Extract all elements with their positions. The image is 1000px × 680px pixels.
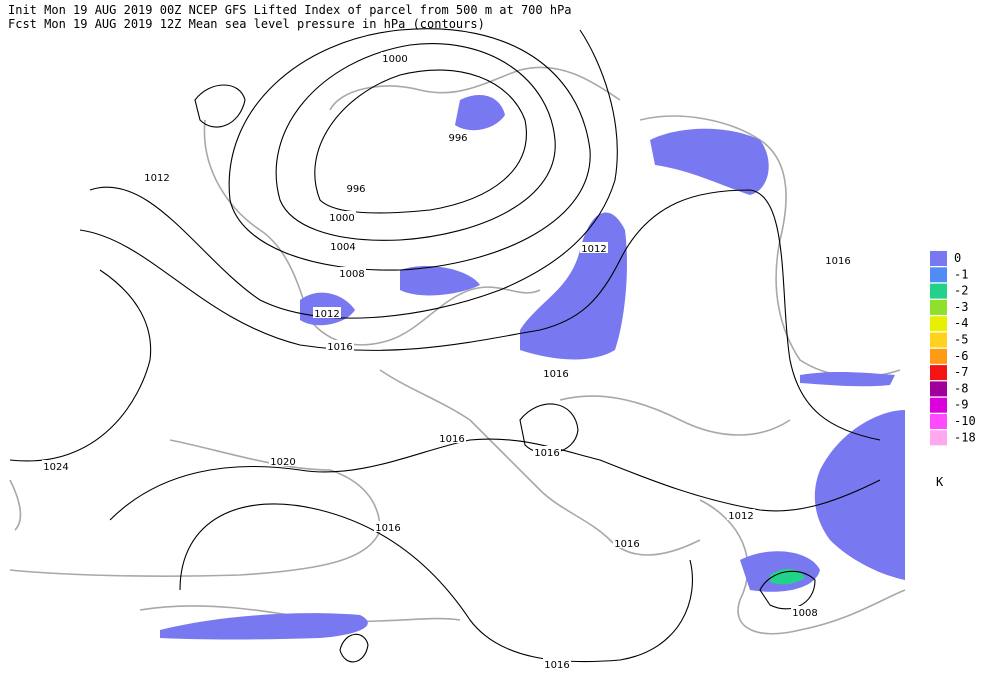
- legend-label: -6: [954, 349, 968, 363]
- label-bg: [42, 460, 70, 471]
- label-bg: [326, 340, 354, 351]
- label-bg: [444, 131, 472, 142]
- coastlines: [9, 66, 906, 635]
- legend-label: -2: [954, 284, 968, 298]
- label-bg: [143, 171, 171, 182]
- label-bg: [374, 521, 402, 532]
- contour-label: 1012: [728, 511, 753, 522]
- label-bg: [313, 307, 341, 318]
- isobars: [9, 28, 881, 663]
- contour-label: 1000: [382, 54, 407, 65]
- contour-label: 996: [346, 184, 365, 195]
- contour-label: 1000: [329, 213, 354, 224]
- contour-label: 1020: [270, 457, 295, 468]
- contour-label: 1016: [825, 256, 850, 267]
- label-bg: [342, 182, 370, 193]
- contour-label: 1004: [330, 242, 355, 253]
- legend-swatch: [930, 283, 947, 299]
- contour-label: 1016: [614, 539, 639, 550]
- contour-label: 1008: [792, 608, 817, 619]
- legend-swatch: [930, 316, 947, 332]
- legend-label: -4: [954, 316, 968, 330]
- label-bg: [533, 446, 561, 457]
- label-bg: [543, 658, 571, 669]
- legend-swatch: [930, 381, 947, 397]
- legend-label: -8: [954, 381, 968, 395]
- legend-swatch: [930, 397, 947, 413]
- contour-label: 996: [448, 133, 467, 144]
- legend-swatch: [930, 414, 947, 429]
- label-bg: [381, 52, 409, 63]
- legend-label: -7: [954, 365, 968, 379]
- label-bg: [269, 455, 297, 466]
- contour-label: 1016: [543, 369, 568, 380]
- contour-label: 1016: [534, 448, 559, 459]
- legend: 0 -1 -2 -3 -4 -5 -6 -7 -8 -9 -10 -18 K: [930, 251, 976, 489]
- legend-label: 0: [954, 251, 961, 265]
- label-bg: [542, 367, 570, 378]
- legend-unit: K: [936, 475, 944, 489]
- contour-label: 1016: [327, 342, 352, 353]
- contour-label: 1012: [144, 173, 169, 184]
- legend-label: -1: [954, 267, 968, 281]
- legend-swatch: [930, 267, 947, 283]
- contour-label: 1016: [375, 523, 400, 534]
- contour-label: 1024: [43, 462, 68, 473]
- contour-label: 1016: [439, 434, 464, 445]
- contour-label: 1016: [544, 660, 569, 671]
- legend-label: -3: [954, 300, 968, 314]
- contour-label: 1012: [581, 244, 606, 255]
- header-line1: Init Mon 19 AUG 2019 00Z NCEP GFS Lifted…: [8, 3, 572, 17]
- legend-swatch: [930, 430, 947, 446]
- label-bg: [329, 240, 357, 251]
- contour-labels: 1000 996 996 1000 1004 1008 1012 1012 1012 1016 10…: [42, 52, 852, 671]
- legend-label: -9: [954, 398, 968, 412]
- label-bg: [338, 267, 366, 278]
- legend-swatch: [930, 348, 947, 364]
- legend-swatch: [930, 251, 947, 266]
- legend-swatch: [930, 299, 947, 315]
- legend-swatch: [930, 365, 947, 381]
- label-bg: [438, 432, 466, 443]
- contour-label: 1008: [339, 269, 364, 280]
- contour-label: 1012: [314, 309, 339, 320]
- label-bg: [824, 254, 852, 265]
- label-bg: [328, 211, 356, 222]
- legend-label: -18: [954, 430, 976, 444]
- label-bg: [580, 242, 608, 253]
- lifted-index-areas: [160, 95, 905, 640]
- legend-swatch: [930, 332, 947, 348]
- label-bg: [613, 537, 641, 548]
- header-line2: Fcst Mon 19 AUG 2019 12Z Mean sea level …: [8, 17, 485, 31]
- label-bg: [727, 509, 755, 520]
- legend-label: -5: [954, 333, 968, 347]
- label-bg: [791, 606, 819, 617]
- legend-label: -10: [954, 414, 976, 428]
